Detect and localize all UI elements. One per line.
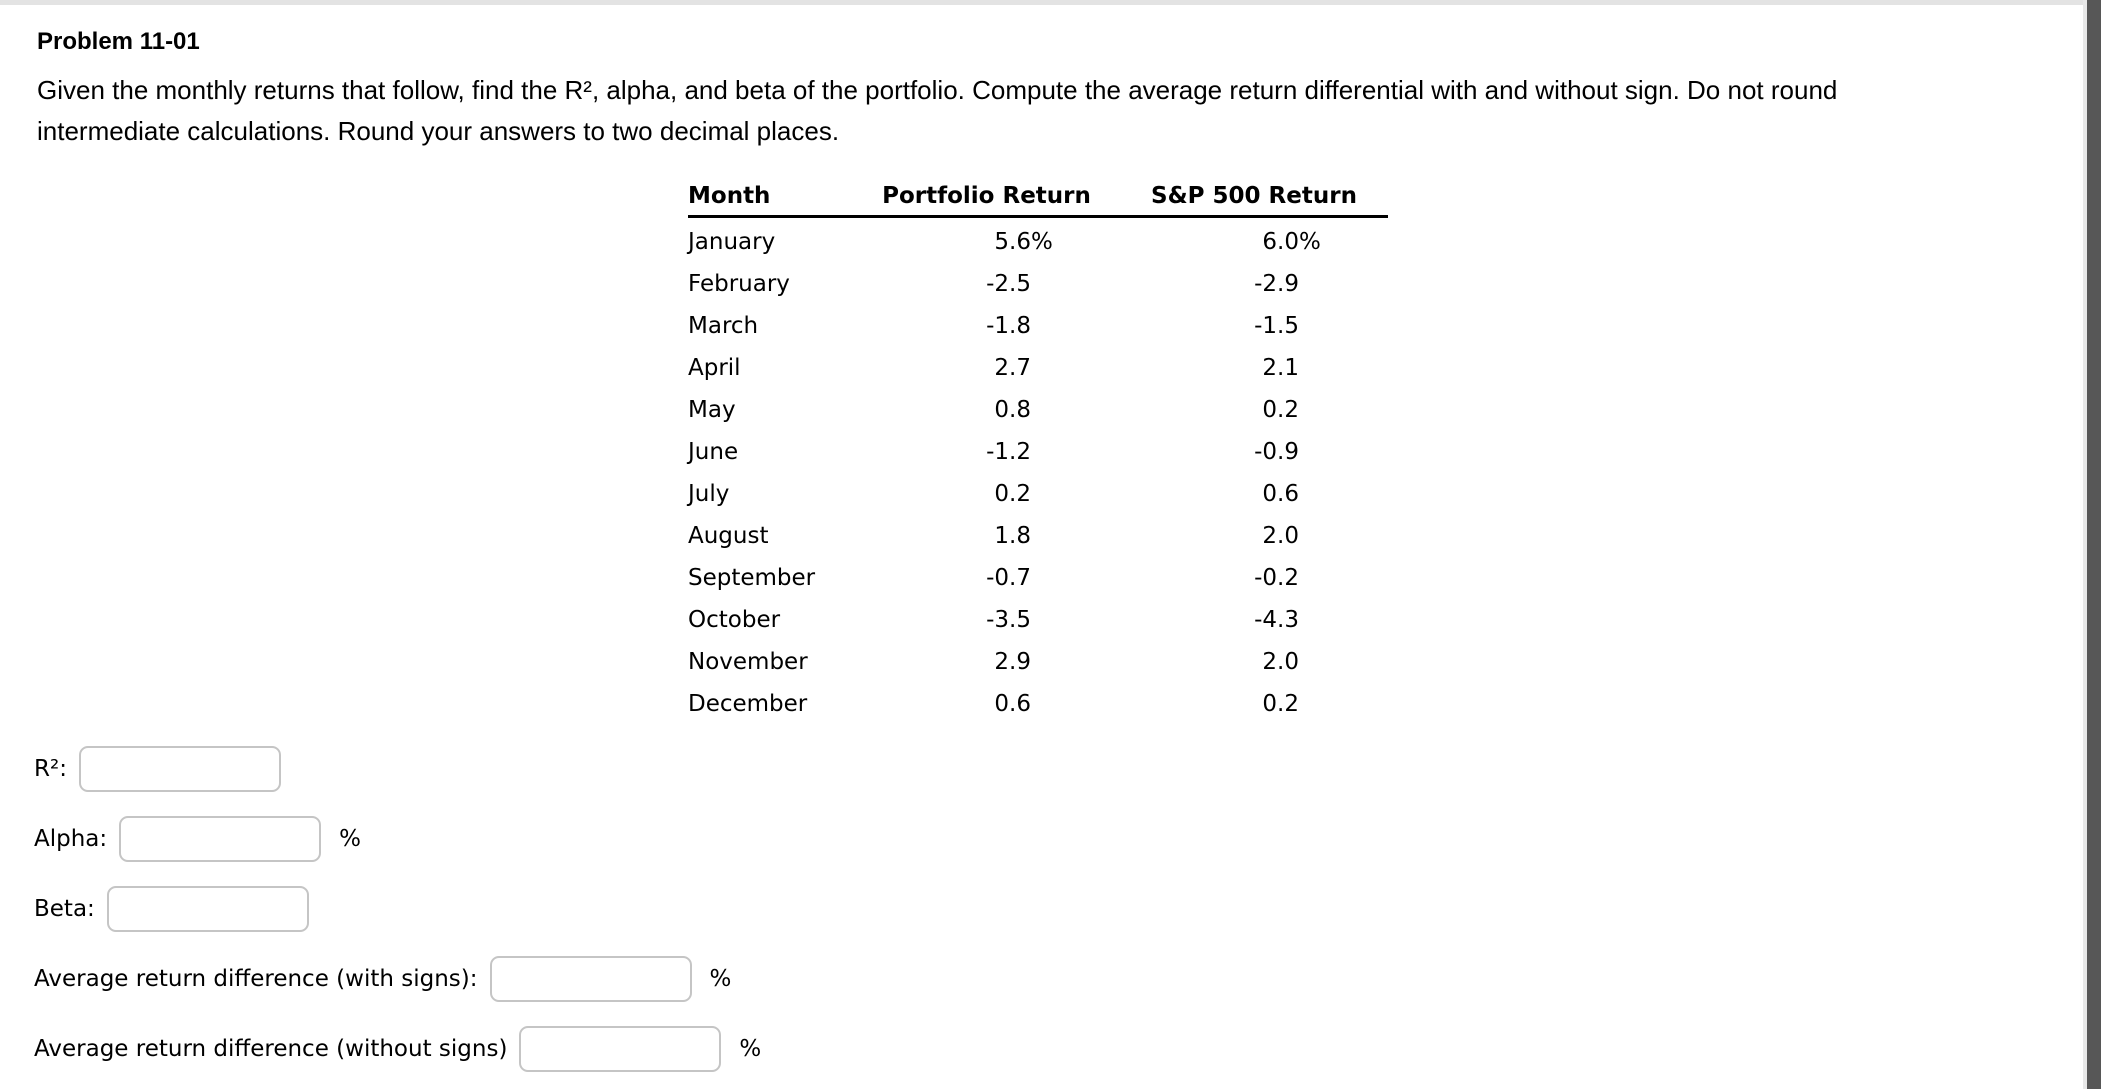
answer-row-avg-diff-without-signs: Average return difference (without signs… bbox=[34, 1025, 761, 1072]
portfolio-return-cell: 5.6 bbox=[994, 229, 1031, 255]
portfolio-return-cell: 2.7 bbox=[994, 355, 1031, 381]
sp500-return-cell: 2.0 bbox=[1262, 649, 1299, 675]
month-cell: June bbox=[688, 439, 739, 465]
table-row: October -3.5 -4.3 bbox=[688, 599, 1388, 641]
answer-row-beta: Beta: bbox=[34, 885, 327, 932]
sp500-return-cell: -0.2 bbox=[1254, 565, 1299, 591]
table-row: May 0.8 0.2 bbox=[688, 389, 1388, 431]
sp500-return-cell: 0.6 bbox=[1262, 481, 1299, 507]
avg-diff-without-signs-percent-suffix: % bbox=[739, 1035, 762, 1062]
sp500-return-cell: -4.3 bbox=[1254, 607, 1299, 633]
browser-chrome-edge bbox=[0, 0, 2083, 5]
month-cell: December bbox=[688, 691, 808, 717]
alpha-input[interactable] bbox=[119, 815, 322, 862]
portfolio-return-cell: -0.7 bbox=[986, 565, 1031, 591]
sp500-return-cell: 0.2 bbox=[1262, 691, 1299, 717]
month-cell: November bbox=[688, 649, 808, 675]
scrollbar-thumb[interactable] bbox=[2087, 0, 2101, 1089]
portfolio-return-cell: 0.2 bbox=[994, 481, 1031, 507]
table-header-rule bbox=[688, 215, 1388, 218]
avg-diff-without-signs-input[interactable] bbox=[519, 1025, 722, 1072]
problem-instructions: Given the monthly returns that follow, f… bbox=[37, 70, 1837, 152]
instructions-line-2: intermediate calculations. Round your an… bbox=[37, 116, 840, 146]
month-cell: January bbox=[688, 229, 776, 255]
page-title: Problem 11-01 bbox=[37, 28, 200, 56]
answer-row-avg-diff-with-signs: Average return difference (with signs): … bbox=[34, 955, 731, 1002]
portfolio-return-cell: 0.6 bbox=[994, 691, 1031, 717]
table-row: February -2.5 -2.9 bbox=[688, 263, 1388, 305]
sp500-return-cell: -1.5 bbox=[1254, 313, 1299, 339]
column-header-portfolio-return: Portfolio Return bbox=[882, 183, 1091, 209]
month-cell: September bbox=[688, 565, 816, 591]
portfolio-return-cell: -2.5 bbox=[986, 271, 1031, 297]
sp500-return-cell: 2.0 bbox=[1262, 523, 1299, 549]
month-cell: July bbox=[688, 481, 730, 507]
beta-input[interactable] bbox=[106, 885, 309, 932]
portfolio-return-cell: -1.2 bbox=[986, 439, 1031, 465]
table-header-row: Month Portfolio Return S&P 500 Return bbox=[688, 182, 1388, 215]
table-row: December 0.6 0.2 bbox=[688, 683, 1388, 725]
portfolio-return-cell: -1.8 bbox=[986, 313, 1031, 339]
sp500-return-cell: 2.1 bbox=[1262, 355, 1299, 381]
instructions-line-1: Given the monthly returns that follow, f… bbox=[37, 75, 1838, 105]
alpha-label: Alpha: bbox=[34, 825, 108, 852]
portfolio-return-cell: -3.5 bbox=[986, 607, 1031, 633]
beta-label: Beta: bbox=[34, 895, 95, 922]
avg-diff-without-signs-label: Average return difference (without signs… bbox=[34, 1035, 508, 1062]
alpha-percent-suffix: % bbox=[339, 825, 362, 852]
table-row: June -1.2 -0.9 bbox=[688, 431, 1388, 473]
month-cell: October bbox=[688, 607, 781, 633]
sp500-return-cell: 6.0 bbox=[1262, 229, 1299, 255]
r-squared-input[interactable] bbox=[78, 745, 281, 792]
column-header-month: Month bbox=[688, 183, 771, 209]
avg-diff-with-signs-label: Average return difference (with signs): bbox=[34, 965, 478, 992]
table-body: January 5.6 % 6.0 % February -2.5 -2.9 M… bbox=[688, 221, 1388, 725]
sp500-return-cell: -0.9 bbox=[1254, 439, 1299, 465]
month-cell: April bbox=[688, 355, 741, 381]
month-cell: August bbox=[688, 523, 769, 549]
avg-diff-with-signs-percent-suffix: % bbox=[709, 965, 732, 992]
table-row: August 1.8 2.0 bbox=[688, 515, 1388, 557]
avg-diff-with-signs-input[interactable] bbox=[489, 955, 692, 1002]
column-header-sp500-return: S&P 500 Return bbox=[1151, 183, 1357, 209]
r-squared-label: R²: bbox=[34, 755, 67, 782]
sp500-return-unit: % bbox=[1299, 229, 1321, 255]
table-row: July 0.2 0.6 bbox=[688, 473, 1388, 515]
table-row: January 5.6 % 6.0 % bbox=[688, 221, 1388, 263]
sp500-return-cell: 0.2 bbox=[1262, 397, 1299, 423]
table-row: November 2.9 2.0 bbox=[688, 641, 1388, 683]
monthly-returns-table: Month Portfolio Return S&P 500 Return Ja… bbox=[688, 182, 1388, 717]
month-cell: February bbox=[688, 271, 790, 297]
sp500-return-cell: -2.9 bbox=[1254, 271, 1299, 297]
portfolio-return-cell: 2.9 bbox=[994, 649, 1031, 675]
month-cell: March bbox=[688, 313, 759, 339]
portfolio-return-cell: 1.8 bbox=[994, 523, 1031, 549]
table-row: September -0.7 -0.2 bbox=[688, 557, 1388, 599]
scrollbar-track[interactable] bbox=[2083, 0, 2087, 1089]
month-cell: May bbox=[688, 397, 736, 423]
portfolio-return-cell: 0.8 bbox=[994, 397, 1031, 423]
table-row: March -1.8 -1.5 bbox=[688, 305, 1388, 347]
answer-row-r-squared: R²: bbox=[34, 745, 299, 792]
table-row: April 2.7 2.1 bbox=[688, 347, 1388, 389]
portfolio-return-unit: % bbox=[1031, 229, 1053, 255]
answer-row-alpha: Alpha: % bbox=[34, 815, 361, 862]
